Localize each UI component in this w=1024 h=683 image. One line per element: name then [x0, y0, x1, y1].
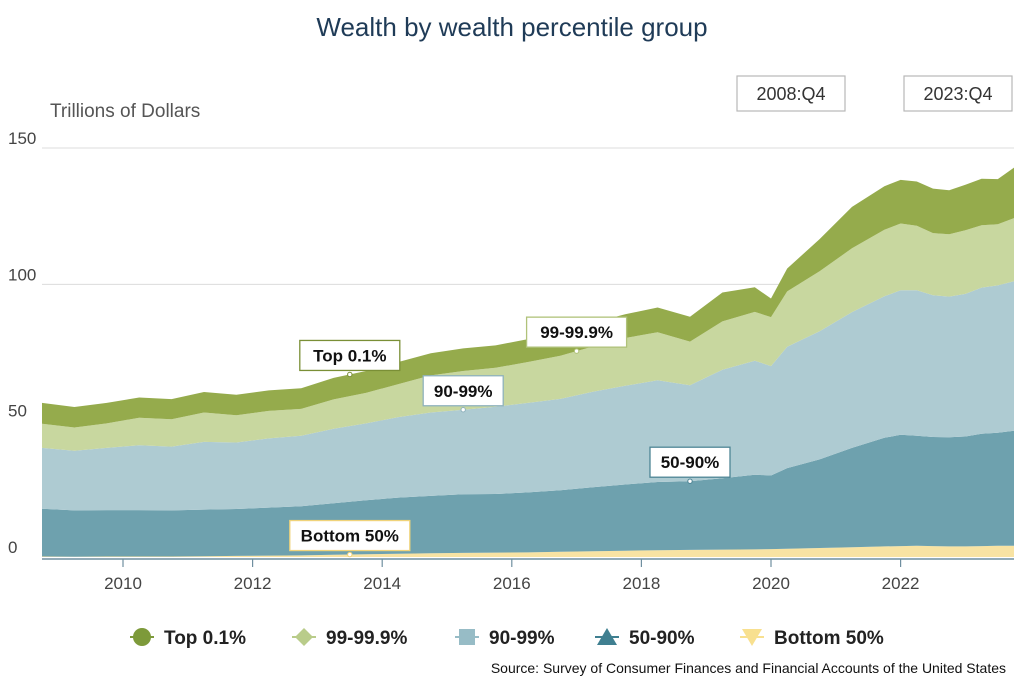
y-tick-label: 100 — [8, 265, 36, 284]
callout-anchor-dot — [460, 407, 466, 413]
x-tick-label: 2022 — [882, 574, 920, 593]
callout-box — [649, 446, 731, 478]
range-end-label[interactable]: 2023:Q4 — [923, 84, 992, 104]
callout-50-90-: 50-90% — [649, 446, 731, 484]
circle-marker-icon — [133, 628, 151, 646]
legend-label[interactable]: 99-99.9% — [326, 628, 407, 649]
legend-item-90-99-[interactable]: 90-99% — [455, 628, 555, 649]
legend-item-50-90-[interactable]: 50-90% — [595, 628, 695, 649]
triangle-up-marker-icon — [597, 628, 617, 645]
area-99-99-9-[interactable] — [42, 218, 1014, 451]
y-tick-label: 0 — [8, 538, 17, 557]
callout-box — [289, 519, 411, 552]
x-tick-label: 2010 — [104, 574, 142, 593]
source-note: Source: Survey of Consumer Finances and … — [491, 660, 1006, 676]
legend-label[interactable]: 90-99% — [489, 628, 555, 649]
legend-item-bottom-50-[interactable]: Bottom 50% — [740, 628, 884, 649]
range-start-label[interactable]: 2008:Q4 — [756, 84, 825, 104]
callout-anchor-dot — [347, 551, 353, 558]
callout-90-99-: 90-99% — [422, 375, 504, 413]
callout-top-0-1-: Top 0.1% — [299, 339, 401, 378]
range-end-frame[interactable] — [903, 75, 1013, 112]
callout-label: Bottom 50% — [301, 527, 399, 546]
area-50-90-[interactable] — [42, 430, 1014, 557]
area-bottom-50-[interactable] — [42, 545, 1014, 557]
legend[interactable]: Top 0.1% 99-99.9% 90-99% 50-90% Bottom 50% — [130, 628, 884, 649]
chart-title: Wealth by wealth percentile group — [316, 12, 707, 42]
y-axis-label: Trillions of Dollars — [50, 101, 200, 122]
callout-anchor-dot — [687, 478, 693, 484]
stacked-areas — [42, 167, 1014, 557]
y-tick-label: 150 — [8, 129, 36, 148]
callout-label: 90-99% — [434, 382, 493, 401]
diamond-marker-icon — [295, 628, 313, 646]
legend-label[interactable]: 50-90% — [629, 628, 695, 649]
area-90-99-[interactable] — [42, 281, 1014, 511]
legend-item-99-99-9-[interactable]: 99-99.9% — [292, 628, 407, 649]
x-tick-label: 2020 — [752, 574, 790, 593]
x-tick-label: 2018 — [622, 574, 660, 593]
callout-label: 50-90% — [661, 453, 720, 472]
range-end-box[interactable]: 2023:Q4 — [903, 75, 1013, 112]
callout-bottom-50-: Bottom 50% — [289, 519, 411, 558]
square-marker-icon — [459, 629, 475, 645]
callout-box — [299, 339, 401, 372]
x-axis: 2010 2012 2014 2016 2018 2020 2022 — [42, 558, 1014, 593]
callout-box — [525, 316, 628, 348]
x-tick-label: 2012 — [234, 574, 272, 593]
range-start-frame[interactable] — [736, 75, 846, 112]
callout-box — [422, 375, 504, 407]
series-callouts: Top 0.1% 99-99.9% 90-99% 50-90% Bottom 50% — [289, 316, 731, 558]
y-axis-ticks: 0 50 100 150 — [8, 129, 36, 557]
x-tick-label: 2014 — [363, 574, 401, 593]
callout-anchor-dot — [573, 348, 580, 354]
range-start-box[interactable]: 2008:Q4 — [736, 75, 846, 112]
callout-label: 99-99.9% — [540, 323, 613, 342]
legend-item-top-0-1-[interactable]: Top 0.1% — [130, 628, 246, 649]
legend-label[interactable]: Top 0.1% — [164, 628, 246, 649]
area-top-0-1-[interactable] — [42, 167, 1014, 428]
y-tick-label: 50 — [8, 402, 27, 421]
triangle-down-marker-icon — [742, 629, 762, 646]
legend-label[interactable]: Bottom 50% — [774, 628, 884, 649]
callout-label: Top 0.1% — [313, 346, 386, 365]
x-tick-label: 2016 — [493, 574, 531, 593]
callout-99-99-9-: 99-99.9% — [525, 316, 628, 354]
callout-anchor-dot — [347, 371, 353, 378]
